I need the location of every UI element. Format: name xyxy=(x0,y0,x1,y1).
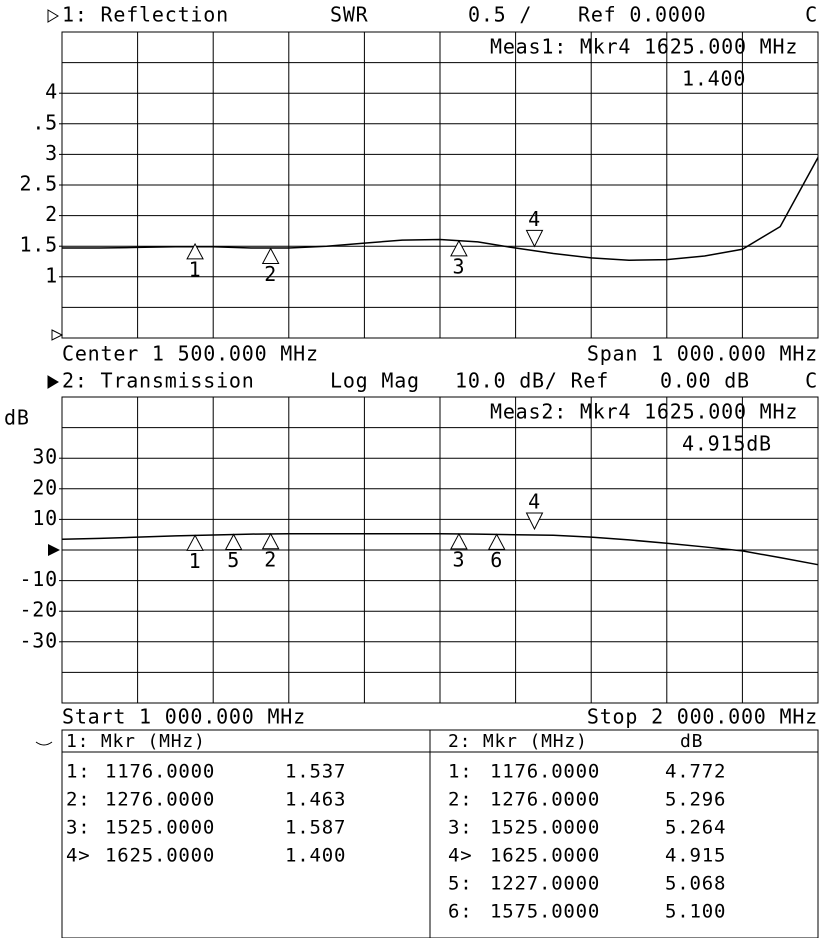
table-cell: 1176.0000 xyxy=(490,761,600,783)
marker-label: 4 xyxy=(528,207,541,231)
marker-label: 3 xyxy=(452,547,465,571)
channel-arrow xyxy=(47,9,59,23)
table-cell: 1575.0000 xyxy=(490,901,600,923)
table-cell: 1625.0000 xyxy=(490,845,600,867)
marker-label: 5 xyxy=(227,548,240,572)
table-cell: 1625.0000 xyxy=(105,845,215,867)
table-cell: 4.772 xyxy=(665,761,726,783)
footer-right: Stop 2 000.000 MHz xyxy=(587,705,818,729)
marker xyxy=(224,533,243,550)
table-cell: 1525.0000 xyxy=(105,817,215,839)
marker-label: 2 xyxy=(264,547,277,571)
marker-label: 1 xyxy=(189,257,202,281)
y-axis-label: dB xyxy=(4,406,30,430)
ref-arrow xyxy=(48,544,60,556)
format: SWR xyxy=(330,3,369,27)
marker-label: 3 xyxy=(452,254,465,278)
table-cell: 1227.0000 xyxy=(490,873,600,895)
footer-right: Span 1 000.000 MHz xyxy=(587,342,818,366)
reference: Ref 0.0000 xyxy=(578,3,706,27)
table-cell: 5.100 xyxy=(665,901,726,923)
y-tick-label: 10 xyxy=(32,506,58,530)
table-cell: 1.463 xyxy=(285,789,346,811)
table-cell: 5.296 xyxy=(665,789,726,811)
channel-arrow xyxy=(47,375,59,389)
marker xyxy=(487,533,506,550)
table-cell: 3: xyxy=(66,817,90,839)
y-tick-label: 3 xyxy=(45,141,58,165)
reference: 0.00 dB xyxy=(660,369,750,393)
y-tick-label: 2 xyxy=(45,202,58,226)
y-tick-label: 2.5 xyxy=(19,172,58,196)
table-cell: 1.587 xyxy=(285,817,346,839)
table-cell: 2: xyxy=(66,789,90,811)
table-cell: 4> xyxy=(66,845,90,867)
marker xyxy=(450,532,468,550)
ref-arrow xyxy=(51,329,64,341)
scroll-mark xyxy=(35,741,53,746)
table-cell: 1525.0000 xyxy=(490,817,600,839)
table-cell: 1276.0000 xyxy=(105,789,215,811)
table-cell: 1: xyxy=(448,761,472,783)
y-tick-label: 1.5 xyxy=(19,233,58,257)
y-tick-label: -20 xyxy=(19,598,58,622)
y-tick-label: -10 xyxy=(19,567,58,591)
marker xyxy=(450,239,468,257)
table-header: dB xyxy=(680,731,703,752)
scale: 10.0 dB/ Ref xyxy=(455,369,609,393)
table-cell: 2: xyxy=(448,789,472,811)
table-cell: 4.915 xyxy=(665,845,726,867)
meas-value: 1.400 xyxy=(682,67,746,91)
table-cell: 3: xyxy=(448,817,472,839)
y-tick-label: -30 xyxy=(19,628,58,652)
marker xyxy=(525,229,544,248)
table-cell: 1.400 xyxy=(285,845,346,867)
table-cell: 1: xyxy=(66,761,90,783)
channel-flag: C xyxy=(805,3,818,27)
marker-label: 2 xyxy=(264,262,277,286)
marker-label: 6 xyxy=(490,548,503,572)
marker xyxy=(261,532,280,550)
y-tick-label: 30 xyxy=(32,445,58,469)
table-cell: 5.068 xyxy=(665,873,726,895)
table-cell: 1.537 xyxy=(285,761,346,783)
table-cell: 1276.0000 xyxy=(490,789,600,811)
channel-flag: C xyxy=(805,369,818,393)
trace xyxy=(62,157,819,262)
marker xyxy=(186,242,204,260)
table-cell: 4> xyxy=(448,845,472,867)
table-header: 1: Mkr (MHz) xyxy=(66,731,206,752)
footer-left: Start 1 000.000 MHz xyxy=(62,705,306,729)
table-cell: 1176.0000 xyxy=(105,761,215,783)
marker-label: 1 xyxy=(189,549,202,573)
trace-title: 1: Reflection xyxy=(62,3,229,27)
y-tick-label: .5 xyxy=(32,110,58,134)
meas-label: Meas1: Mkr4 1625.000 MHz xyxy=(490,35,798,59)
y-tick-label: 4 xyxy=(45,80,58,104)
trace xyxy=(61,533,819,566)
table-cell: 5: xyxy=(448,873,472,895)
marker-table-frame xyxy=(61,729,819,938)
footer-left: Center 1 500.000 MHz xyxy=(62,342,319,366)
y-tick-label: 1 xyxy=(45,263,58,287)
scale: 0.5 / xyxy=(468,3,532,27)
meas-label: Meas2: Mkr4 1625.000 MHz xyxy=(490,400,798,424)
marker xyxy=(186,534,204,551)
format: Log Mag xyxy=(330,369,420,393)
meas-value: 4.915dB xyxy=(682,432,772,456)
marker-label: 4 xyxy=(528,489,541,513)
marker xyxy=(525,512,544,531)
marker xyxy=(261,247,280,264)
trace-title: 2: Transmission xyxy=(62,369,255,393)
table-header: 2: Mkr (MHz) xyxy=(448,731,588,752)
y-tick-label: 20 xyxy=(32,475,58,499)
table-cell: 6: xyxy=(448,901,472,923)
table-cell: 5.264 xyxy=(665,817,726,839)
